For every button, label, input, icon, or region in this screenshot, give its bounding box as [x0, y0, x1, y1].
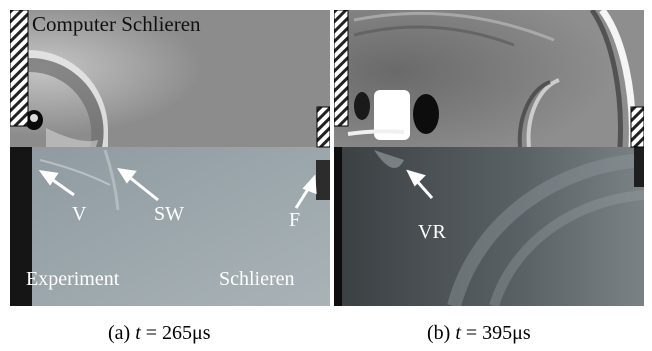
experiment-background — [10, 147, 330, 306]
arrow-vr — [406, 169, 434, 199]
arrow-f — [294, 174, 317, 209]
vortex-ring-dark — [413, 94, 439, 134]
panel-a-image — [10, 10, 330, 306]
label-vr: VR — [418, 221, 446, 243]
caption-a: (a) t = 265μs — [108, 322, 211, 344]
panel-b: VR — [334, 10, 644, 306]
experiment-background — [334, 147, 644, 306]
right-wall-hatch — [316, 106, 330, 148]
left-wall-hatch — [334, 10, 349, 127]
experiment-label: Experiment — [26, 268, 120, 290]
label-f: F — [289, 209, 301, 231]
panel-b-image — [334, 10, 644, 306]
panel-a: Computer Schlieren V SW F Experiment Sch… — [10, 10, 330, 306]
label-v: V — [72, 203, 87, 225]
right-wall-hatch — [630, 106, 644, 148]
schlieren-label: Schlieren — [219, 268, 295, 290]
arrow-sw — [116, 168, 159, 202]
arrow-v — [38, 170, 75, 197]
caption-b: (b) t = 395μs — [427, 322, 531, 344]
computer-schlieren-label: Computer Schlieren — [32, 12, 201, 36]
left-wall-hatch — [10, 10, 29, 127]
vortex-ring-bright — [374, 90, 410, 140]
label-sw: SW — [154, 203, 184, 225]
